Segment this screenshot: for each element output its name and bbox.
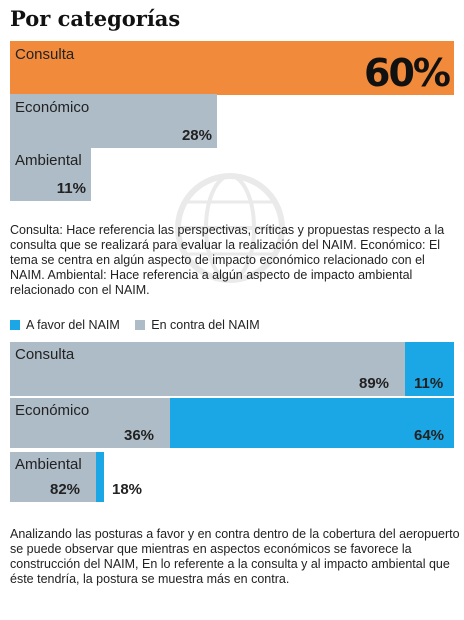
bar-value-label: 28% (181, 127, 212, 144)
legend-label-contra: En contra del NAIM (151, 318, 260, 332)
stacked-bar-favor-value: 64% (414, 427, 445, 444)
stacked-bar-contra (10, 452, 96, 502)
globe-watermark-icon (175, 173, 285, 283)
legend-swatch-favor (10, 320, 20, 330)
stacked-bar-contra-value: 36% (124, 427, 155, 444)
stacked-bar-category-label: Económico (15, 402, 90, 419)
stacked-bar-favor-value: 11% (414, 375, 444, 392)
legend: A favor del NAIM En contra del NAIM (10, 318, 272, 332)
stacked-bar-category-label: Consulta (15, 346, 75, 363)
page-title: Por categorías (10, 6, 181, 31)
stacked-bar-contra-value: 82% (50, 481, 81, 498)
bar-category-label: Económico (15, 99, 90, 116)
bar-consulta: Consulta 60% (10, 41, 454, 95)
legend-item-contra: En contra del NAIM (135, 318, 260, 332)
stacked-bar-contra-value: 89% (359, 375, 390, 392)
stacked-bar-contra (10, 398, 170, 448)
legend-swatch-contra (135, 320, 146, 330)
bar-category-label: Ambiental (15, 152, 82, 169)
stacked-bar-contra (10, 342, 405, 396)
stacked-bar-favor (96, 452, 104, 502)
bar-value-label: 60% (364, 51, 451, 95)
stacked-bar-favor (405, 342, 454, 396)
bar-value-label: 11% (56, 180, 86, 197)
categories-description: Consulta: Hace referencia las perspectiv… (10, 223, 445, 297)
stacked-bar-favor-value: 18% (112, 481, 143, 498)
bar-category-label: Consulta (15, 46, 75, 63)
legend-label-favor: A favor del NAIM (26, 318, 120, 332)
stacked-bar-favor (170, 398, 454, 448)
bar-ambiental: Ambiental 11% (10, 147, 91, 201)
bar-economico: Económico 28% (10, 94, 217, 148)
stacked-bar-category-label: Ambiental (15, 456, 82, 473)
stance-analysis-text: Analizando las posturas a favor y en con… (10, 527, 460, 586)
legend-item-favor: A favor del NAIM (10, 318, 120, 332)
